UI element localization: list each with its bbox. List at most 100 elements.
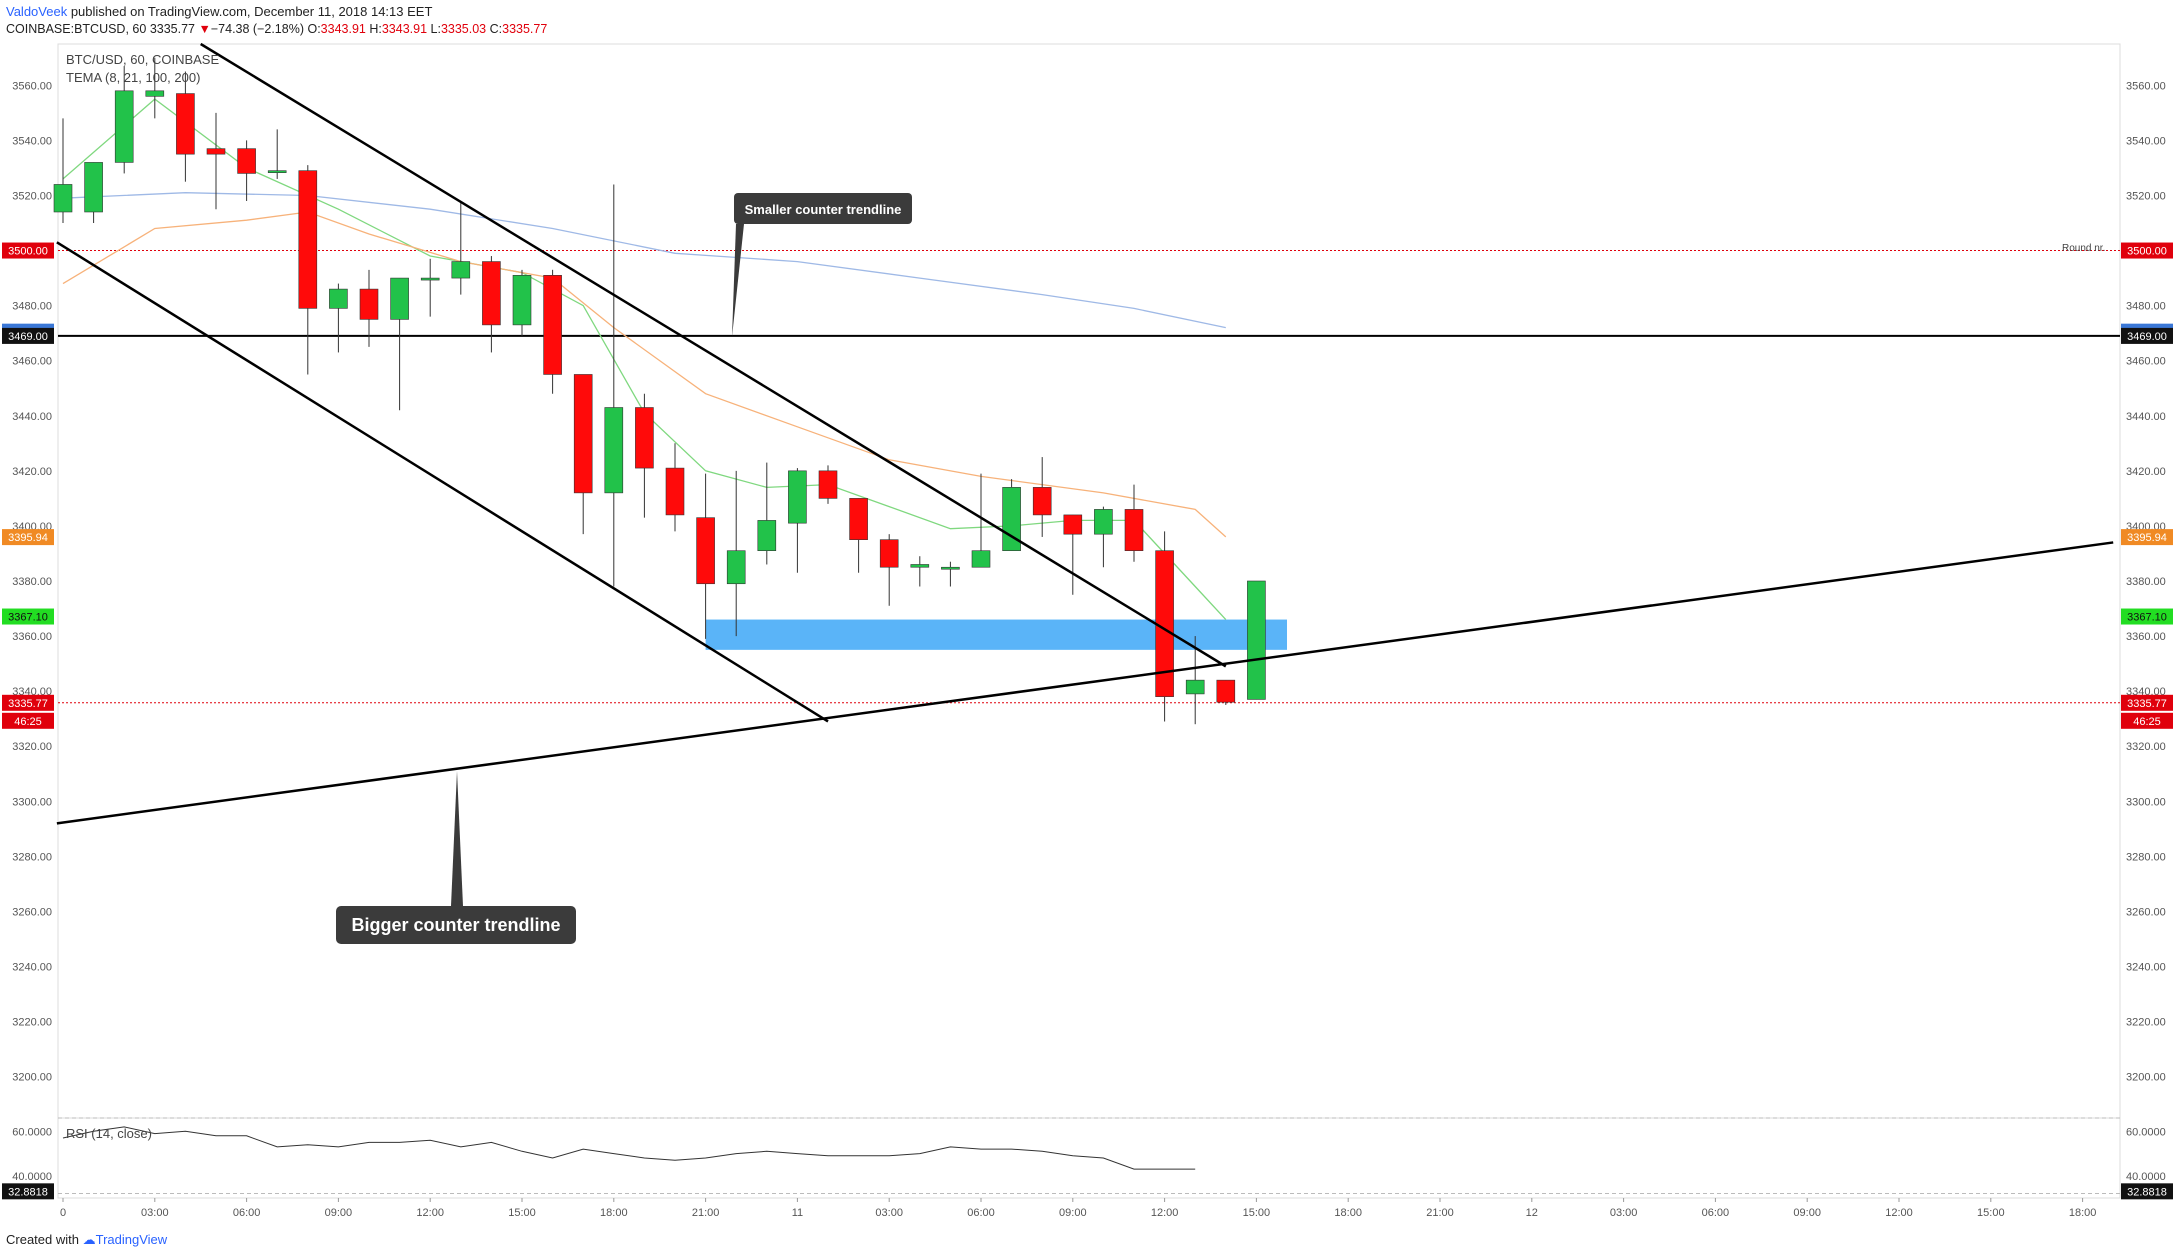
candle-body: [420, 277, 440, 281]
price-tick-left: 3240.00: [12, 962, 52, 974]
support-zone-box: [705, 619, 1287, 650]
price-tag-red-right: [2121, 694, 2173, 711]
published-text: published on TradingView.com, December 1…: [70, 4, 433, 19]
trendlines: [56, 42, 2114, 825]
countdown-tag-right: [2121, 712, 2173, 729]
price-tick-right: 3520.00: [2126, 190, 2166, 202]
price-tick-left: 3260.00: [12, 906, 52, 918]
time-tick-label: 12:00: [416, 1207, 444, 1219]
high-label: H:: [369, 22, 382, 36]
candle-body: [726, 550, 746, 585]
candle-body: [665, 467, 685, 516]
price-tick-left: 3300.00: [12, 796, 52, 808]
time-tick-label: 03:00: [141, 1207, 169, 1219]
price-tick-left: 3320.00: [12, 741, 52, 753]
price-levels: [58, 250, 2120, 704]
candle-body: [1155, 550, 1174, 697]
time-axis: 0 03:00 06:00 09:00 12:00 15:00 18:00 21:00 11 03…: [60, 1198, 2096, 1219]
price-tick-left: 3460.00: [12, 356, 52, 368]
price-tag-red-text-left: 3335.77: [8, 698, 48, 710]
candle-body: [206, 148, 226, 155]
support-zone: [705, 619, 1287, 650]
price-tick-right: 3480.00: [2126, 301, 2166, 313]
price-tick-left: 3440.00: [12, 411, 52, 423]
candle-body: [1247, 580, 1266, 700]
candle-body: [757, 520, 777, 552]
rsi-value-tag-left: [2, 1183, 54, 1200]
candle-body: [482, 261, 501, 326]
candle-body: [941, 566, 960, 570]
bigger-trendline-callout: Bigger counter trendline: [336, 771, 576, 944]
countdown-tag-text-right: 46:25: [2133, 716, 2161, 728]
price-tick-right: 3360.00: [2126, 631, 2166, 643]
candle-body: [849, 498, 868, 540]
rsi-value-tag-text-right: 32.8818: [2127, 1186, 2167, 1198]
candle-body: [298, 170, 318, 309]
candle-body: [879, 539, 899, 568]
rsi-value-tag-right: [2121, 1183, 2173, 1200]
symbol-label: COINBASE:BTCUSD, 60: [6, 22, 147, 36]
price-tick-left: 3480.00: [12, 301, 52, 313]
candle-body: [543, 275, 562, 375]
main-pane-frame: [57, 43, 2121, 1119]
candle-body: [1063, 514, 1083, 535]
ohlc-line: COINBASE:BTCUSD, 60 3335.77 ▼−74.38 (−2.…: [6, 22, 547, 36]
candle-body: [788, 470, 807, 524]
time-tick-label: 18:00: [2069, 1207, 2097, 1219]
price-tick-left: 3420.00: [12, 466, 52, 478]
candle-body: [1032, 487, 1052, 516]
candle-body: [573, 374, 593, 494]
price-tick-right: 3220.00: [2126, 1017, 2166, 1029]
price-change: −74.38 (−2.18%): [210, 22, 304, 36]
time-tick-label: 09:00: [1793, 1207, 1821, 1219]
price-tick-left: 3200.00: [12, 1072, 52, 1084]
trendline: [56, 241, 829, 723]
price-tag-orange-left: [2, 529, 54, 546]
time-tick-label: 21:00: [692, 1207, 720, 1219]
price-tick-left: 3540.00: [12, 135, 52, 147]
price-tick-right: 3320.00: [2126, 741, 2166, 753]
price-tag-red-left: [2, 694, 54, 711]
price-tag-orange-text-right: 3395.94: [2127, 532, 2167, 544]
down-arrow-icon: ▼: [198, 22, 211, 36]
tema-legend: TEMA (8, 21, 100, 200): [66, 70, 200, 85]
candle-body: [53, 184, 73, 213]
time-tick-label: 03:00: [1610, 1207, 1638, 1219]
candle-body: [176, 93, 195, 155]
countdown-tag-text-left: 46:25: [14, 716, 42, 728]
price-tick-right: 3260.00: [2126, 906, 2166, 918]
candle-body: [604, 407, 624, 494]
rsi-value-tag-text-left: 32.8818: [8, 1186, 48, 1198]
price-tag-black-right: [2121, 327, 2173, 344]
price-tag-orange-right: [2121, 529, 2173, 546]
price-tick-left: 3280.00: [12, 851, 52, 863]
time-tick-label: 15:00: [1977, 1207, 2005, 1219]
price-tag-green-text-left: 3367.10: [8, 612, 48, 624]
candle-body: [145, 90, 165, 97]
last-price: 3335.77: [149, 22, 195, 36]
price-tick-right: 3200.00: [2126, 1072, 2166, 1084]
time-tick-label: 18:00: [1334, 1207, 1362, 1219]
time-tick-label: 12:00: [1151, 1207, 1179, 1219]
tema-line-blue: [62, 192, 1226, 329]
price-tick-left: 3560.00: [12, 80, 52, 92]
price-tag-black-text-right: 3469.00: [2127, 331, 2167, 343]
candle-body: [237, 148, 256, 174]
price-tick-left: 3380.00: [12, 576, 52, 588]
candle-body: [910, 564, 930, 568]
axis-tags: 3500.003500.003470.543470.543469.003469.…: [2, 242, 2173, 1200]
author-link[interactable]: ValdoVeek: [6, 4, 68, 19]
rsi-pane-frame: [57, 1117, 2121, 1199]
price-tick-right: 3420.00: [2126, 466, 2166, 478]
rsi-tick-right: 60.0000: [2126, 1126, 2166, 1138]
price-tag-red-text-right: 3500.00: [2127, 246, 2167, 258]
high-value: 3343.91: [381, 22, 428, 36]
price-tag-orange-text-left: 3395.94: [8, 532, 48, 544]
open-label: O:: [307, 22, 321, 36]
created-with-text: Created with: [6, 1232, 79, 1247]
chart-title: BTC/USD, 60, COINBASE: [66, 52, 219, 67]
close-value: 3335.77: [502, 22, 548, 36]
time-tick-label: 11: [792, 1207, 803, 1219]
tradingview-link[interactable]: TradingView: [95, 1232, 168, 1247]
